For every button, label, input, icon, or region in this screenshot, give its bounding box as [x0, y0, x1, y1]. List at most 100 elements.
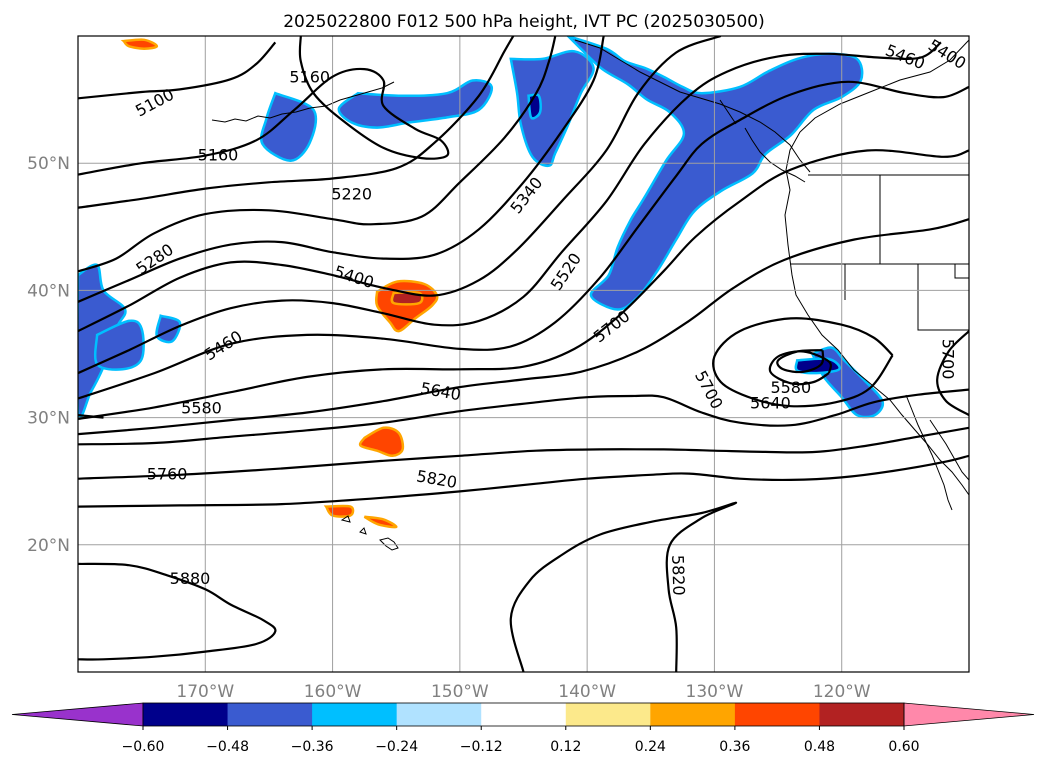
colorbar-tick-label: −0.60 [122, 739, 165, 755]
y-axis-ticks: 20°N 30°N 40°N 50°N [27, 154, 70, 556]
baja-inner-coast [929, 419, 969, 481]
contour-label: 5880 [170, 569, 211, 588]
height-contour-5220 [78, 36, 515, 209]
colorbar-tick-label: 0.36 [719, 739, 750, 755]
height-contour-5580 [78, 149, 969, 420]
ivt-region [509, 49, 595, 168]
height-contour-5460 [78, 41, 942, 375]
height-contour-5880 [78, 562, 277, 661]
contour-label-group: 5460 [201, 327, 246, 365]
y-tick-label: 40°N [27, 281, 70, 301]
colorbar: −0.60 −0.48 −0.36 −0.24 −0.12 0.12 0.24 0.36 0.4… [11, 702, 1035, 755]
alaska-coast [574, 39, 811, 173]
ivt-region [337, 79, 493, 129]
contour-label-group: 5820 [668, 555, 688, 596]
colorbar-tick-label: −0.36 [291, 739, 334, 755]
height-contour-5520 [78, 80, 969, 400]
height-contour-5700 [936, 330, 969, 417]
x-tick-label: 120°W [813, 682, 871, 702]
contour-label: 5460 [883, 40, 928, 73]
ivt-region [527, 93, 542, 120]
contour-label: 5160 [289, 68, 330, 87]
contour-label-group: 5700 [590, 306, 634, 346]
height-contour-5700 [78, 388, 969, 446]
contour-label: 5460 [201, 327, 246, 365]
colorbar-segment [650, 703, 736, 726]
contour-label-group: 5760 [147, 465, 188, 484]
height-contour-5160 [78, 36, 450, 176]
height-contour-5580 [776, 349, 825, 374]
contour-label-group: 5700 [939, 339, 958, 380]
contour-label: 5640 [750, 393, 791, 412]
x-tick-label: 140°W [558, 682, 616, 702]
y-tick-label: 50°N [27, 154, 70, 174]
height-contour-5760 [78, 414, 104, 419]
north-america-coast [784, 39, 969, 496]
contour-label-group: 5640 [419, 379, 462, 405]
colorbar-tick-label: 0.12 [550, 739, 581, 755]
x-tick-label: 170°W [176, 682, 234, 702]
bc-islands [719, 99, 806, 183]
y-tick-label: 30°N [27, 409, 70, 429]
x-tick-label: 160°W [304, 682, 362, 702]
colorbar-tick-label: −0.24 [375, 739, 418, 755]
colorbar-tick-label: −0.12 [460, 739, 503, 755]
x-tick-label: 150°W [431, 682, 489, 702]
hawaii-islands [340, 515, 399, 551]
colorbar-segment [143, 703, 229, 726]
height-contour-5820 [78, 454, 969, 508]
height-contour-5760 [78, 426, 969, 480]
colorbar-tick-label: 0.60 [888, 739, 919, 755]
contour-label: 5160 [198, 145, 239, 164]
ivt-pc-shading [78, 36, 885, 529]
contour-label: 5400 [925, 35, 970, 73]
contour-label: 5580 [770, 378, 811, 397]
colorbar-segment [312, 703, 398, 726]
height-contour-5100 [78, 41, 277, 100]
contour-label: 5580 [181, 398, 222, 417]
x-tick-label: 130°W [686, 682, 744, 702]
contour-label-group: 5520 [547, 249, 586, 293]
contour-label-group: 5160 [289, 68, 330, 87]
ivt-region [259, 91, 318, 162]
contour-label: 5820 [668, 555, 688, 596]
contour-label-group: 5100 [132, 85, 177, 121]
colorbar-segment [481, 703, 567, 726]
contour-label-group: 5460 [883, 40, 928, 73]
height-contour-5400 [78, 36, 722, 333]
colorbar-extend-high [903, 702, 1035, 727]
map-frame [77, 35, 970, 673]
contour-label-group: 5580 [770, 378, 811, 397]
y-tick-label: 20°N [27, 536, 70, 556]
colorbar-frame [142, 702, 905, 727]
height-contour-5640 [768, 350, 832, 386]
chart-title: 2025022800 F012 500 hPa height, IVT PC (… [283, 12, 765, 32]
contour-label: 5700 [939, 339, 958, 380]
map-area: 5100516051605220528053405400546054605400… [78, 35, 970, 672]
x-axis-ticks: 170°W 160°W 150°W 140°W 130°W 120°W [176, 682, 870, 702]
coastlines [211, 39, 969, 551]
ivt-region [120, 38, 159, 50]
contour-label-group: 5580 [181, 398, 222, 417]
contour-label-group: 5400 [332, 262, 377, 293]
height-contour-5700 [712, 317, 894, 408]
colorbar-segment [396, 703, 482, 726]
contour-label: 5220 [331, 185, 372, 204]
contour-label: 5100 [132, 85, 177, 121]
colorbar-segment [227, 703, 313, 726]
height-contour-5340 [78, 36, 605, 303]
height-contour-5820 [509, 501, 738, 672]
colorbar-extend-low [11, 702, 144, 727]
state-borders [790, 175, 969, 331]
aleutian-islands [211, 81, 395, 123]
colorbar-tick-label: 0.24 [635, 739, 666, 755]
contour-label: 5400 [332, 262, 377, 293]
colorbar-tick-label: −0.48 [206, 739, 249, 755]
colorbar-segment [734, 703, 820, 726]
contour-label-group: 5400 [925, 35, 970, 73]
contour-label-group: 5820 [415, 466, 458, 492]
height-contour-5280 [78, 36, 557, 273]
contour-label: 5700 [691, 367, 727, 412]
contour-label-group: 5700 [691, 367, 727, 412]
height-contour-5640 [78, 218, 969, 436]
